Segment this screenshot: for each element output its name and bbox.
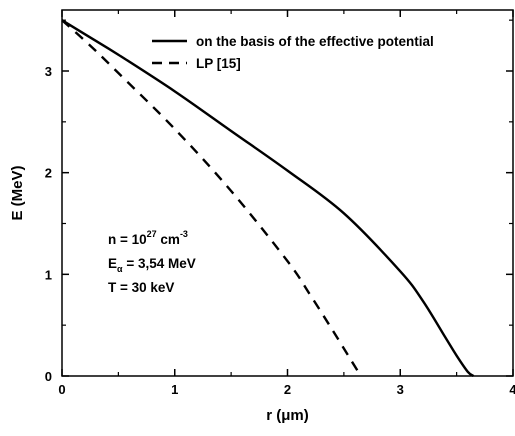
y-axis-title: E (MeV) xyxy=(9,165,26,220)
x-tick-label: 2 xyxy=(284,382,291,397)
legend-label: LP [15] xyxy=(196,56,241,71)
axis-ticks xyxy=(61,10,514,377)
annotation-block: n = 1027 cm-3 Eα = 3,54 MeV T = 30 keV xyxy=(108,229,196,295)
series-lines xyxy=(61,19,475,378)
y-tick-label: 1 xyxy=(45,267,52,282)
y-tick-label: 0 xyxy=(45,369,52,384)
axis-tick-labels: 0 1 2 3 4 0 1 2 3 xyxy=(45,64,515,397)
x-tick-label: 3 xyxy=(397,382,404,397)
x-tick-label: 4 xyxy=(509,382,515,397)
x-axis-title: r (μm) xyxy=(266,407,309,424)
legend-label: on the basis of the effective potential xyxy=(196,34,434,49)
annotation-line: n = 1027 cm-3 xyxy=(108,229,188,247)
x-tick-label: 1 xyxy=(171,382,178,397)
y-tick-label: 2 xyxy=(45,166,52,181)
y-tick-label: 3 xyxy=(45,64,52,79)
series-line-lp xyxy=(61,19,362,377)
plot-frame xyxy=(61,9,514,377)
x-tick-label: 0 xyxy=(58,382,65,397)
series-line-effective-potential xyxy=(61,19,475,378)
legend: on the basis of the effective potential L… xyxy=(152,34,434,71)
annotation-line: Eα = 3,54 MeV xyxy=(108,256,196,274)
annotation-line: T = 30 keV xyxy=(108,280,174,295)
